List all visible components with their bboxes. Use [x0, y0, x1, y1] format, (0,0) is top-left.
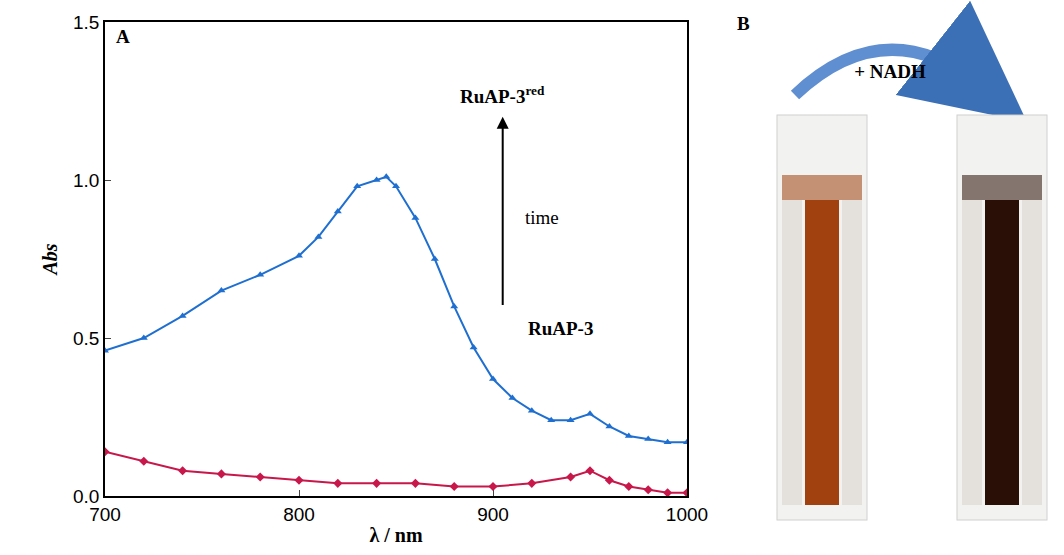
- svg-text:Abs: Abs: [39, 243, 61, 276]
- svg-text:RuAP-3​red​: RuAP-3​red​: [460, 83, 545, 107]
- svg-text:800: 800: [283, 504, 315, 525]
- svg-text:B: B: [737, 13, 750, 34]
- svg-text:1000: 1000: [666, 504, 708, 525]
- svg-text:0.0: 0.0: [73, 486, 99, 507]
- svg-text:RuAP-3: RuAP-3: [528, 318, 593, 339]
- svg-text:900: 900: [477, 504, 509, 525]
- svg-text:0.5: 0.5: [73, 328, 99, 349]
- svg-text:1.5: 1.5: [73, 12, 99, 33]
- svg-text:+ NADH: + NADH: [854, 61, 926, 82]
- svg-text:A: A: [116, 26, 130, 47]
- svg-text:time: time: [525, 207, 559, 228]
- svg-text:λ / nm: λ / nm: [369, 524, 423, 546]
- svg-text:1.0: 1.0: [73, 170, 99, 191]
- svg-text:700: 700: [89, 504, 121, 525]
